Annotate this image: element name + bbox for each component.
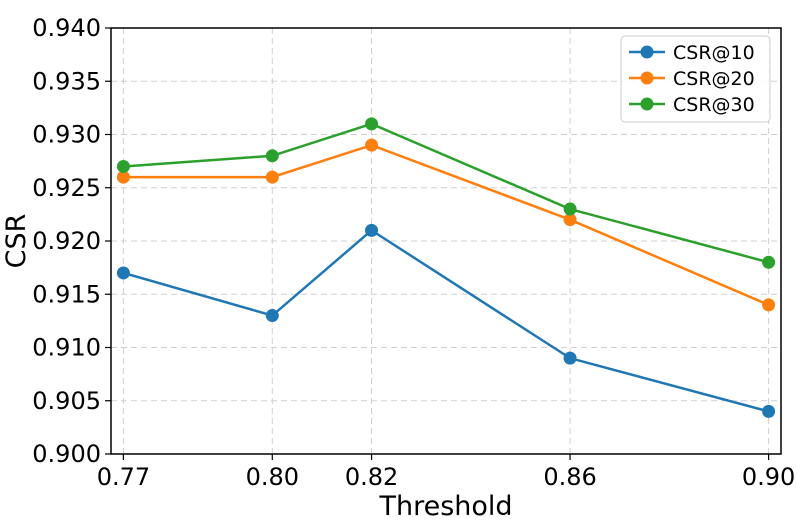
x-tick-label: 0.77: [97, 463, 150, 491]
y-tick-label: 0.905: [32, 387, 101, 415]
y-axis-title: CSR: [1, 214, 32, 269]
series-CSR@20: [116, 138, 776, 312]
data-point: [265, 170, 279, 184]
x-axis-title: Threshold: [378, 491, 512, 522]
data-point: [265, 149, 279, 163]
data-point: [762, 255, 776, 269]
y-tick-label: 0.900: [32, 440, 101, 468]
legend-box: [620, 35, 771, 123]
legend-swatch-marker: [640, 97, 654, 111]
legend-label: CSR@20: [673, 68, 755, 90]
data-point: [265, 309, 279, 323]
y-tick-label: 0.940: [32, 14, 101, 42]
legend-label: CSR@30: [673, 94, 755, 116]
y-tick-label: 0.935: [32, 67, 101, 95]
y-tick-label: 0.930: [32, 121, 101, 149]
series-CSR@30: [116, 117, 776, 269]
x-tick-label: 0.86: [543, 463, 596, 491]
x-tick-label: 0.80: [246, 463, 299, 491]
series-line: [123, 143, 770, 307]
data-point: [365, 117, 379, 131]
y-tick-label: 0.910: [32, 334, 101, 362]
x-tick-label: 0.90: [742, 463, 795, 491]
data-point: [116, 159, 130, 173]
data-point: [563, 213, 577, 227]
legend: CSR@10 CSR@20 CSR@30: [620, 35, 771, 123]
y-tick-label: 0.920: [32, 227, 101, 255]
data-point: [762, 298, 776, 312]
data-point: [365, 223, 379, 237]
data-point: [762, 404, 776, 418]
legend-item: CSR@10: [629, 42, 755, 64]
series-line: [123, 122, 769, 264]
legend-swatch-marker: [640, 45, 654, 59]
data-point: [116, 266, 130, 280]
legend-item: CSR@30: [629, 94, 755, 116]
ticks-layer: 0.900 0.905 0.910 0.915 0.920 0.925 0.930 0.935…: [32, 14, 795, 491]
legend-swatch-marker: [640, 71, 654, 85]
series-line: [123, 228, 769, 413]
data-point: [365, 138, 379, 152]
data-point: [116, 170, 130, 184]
data-point: [563, 202, 577, 216]
y-tick-label: 0.925: [32, 174, 101, 202]
y-tick-label: 0.915: [32, 280, 101, 308]
legend-item: CSR@20: [629, 68, 755, 90]
x-tick-label: 0.82: [345, 463, 398, 491]
series-layer: [116, 117, 776, 418]
legend-label: CSR@10: [673, 42, 755, 64]
series-CSR@10: [116, 223, 776, 418]
data-point: [563, 351, 577, 365]
